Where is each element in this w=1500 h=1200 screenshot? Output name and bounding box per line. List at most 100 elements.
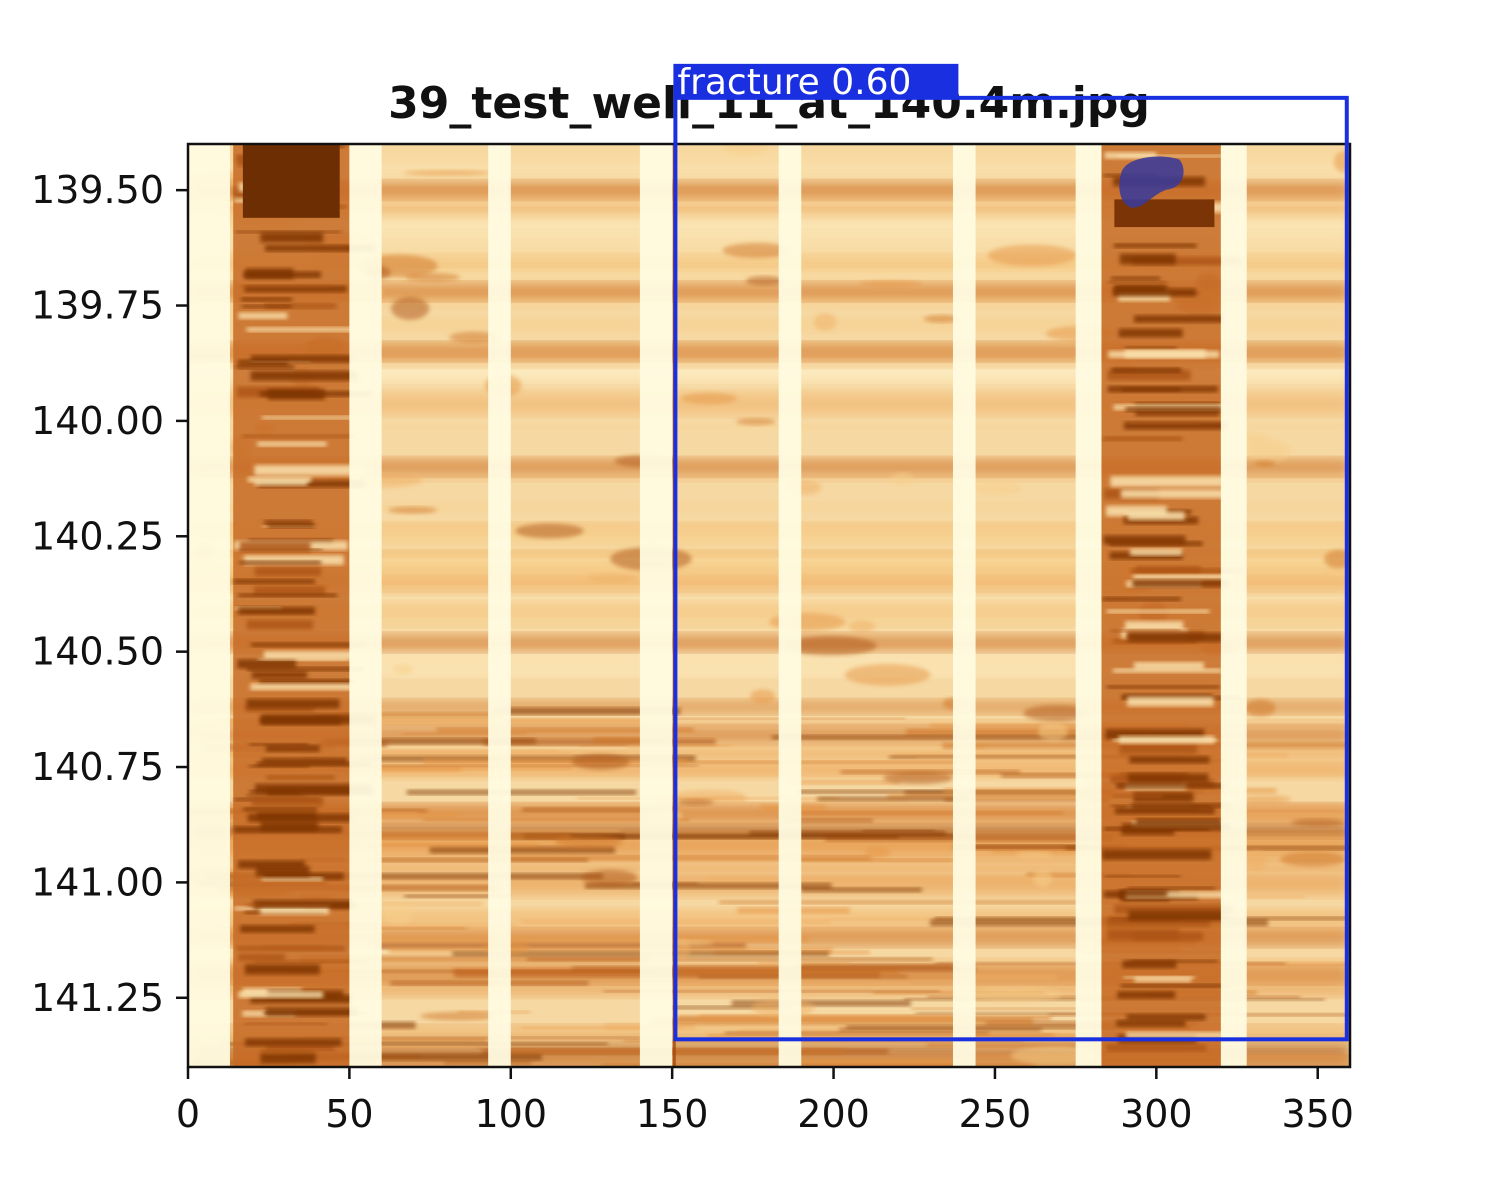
texture-blotch	[923, 314, 961, 323]
layer-stroke	[800, 887, 922, 893]
pad-stroke	[1107, 916, 1211, 927]
texture-blotch	[972, 482, 1023, 495]
layer-stroke	[490, 855, 872, 861]
pad-stroke	[239, 541, 311, 553]
pad-stroke	[1110, 629, 1181, 632]
pad-stroke	[1107, 385, 1218, 393]
pad-stroke	[238, 312, 288, 319]
pad-stroke	[260, 906, 330, 915]
layer-stroke	[784, 818, 873, 823]
texture-band	[188, 220, 1350, 227]
texture-blotch	[677, 798, 714, 806]
texture-blotch	[384, 903, 414, 924]
y-axis: 139.50 139.75 140.00 140.25 140.50 140.75 141.…	[31, 168, 188, 1020]
pad-stroke	[244, 1022, 327, 1026]
layer-stroke	[349, 1021, 416, 1029]
pad-stroke	[1101, 849, 1212, 860]
texture-band	[188, 1058, 1350, 1067]
layer-stroke	[889, 755, 1182, 759]
pad-stroke	[261, 757, 347, 764]
pad-stroke	[264, 1011, 367, 1015]
pad-stroke	[256, 761, 372, 767]
pad-stroke	[1102, 436, 1183, 442]
texture-blotch	[667, 939, 715, 946]
x-tick-label: 250	[959, 1092, 1032, 1136]
x-tick-label: 350	[1281, 1092, 1354, 1136]
pad-stroke	[242, 434, 355, 438]
pad-stroke	[260, 1053, 316, 1064]
pad-stroke	[1106, 685, 1220, 689]
x-tick-label: 300	[1120, 1092, 1193, 1136]
pad-stroke	[261, 1049, 313, 1054]
x-tick-label: 0	[176, 1092, 200, 1136]
pad-gap-stripe	[349, 144, 382, 1067]
layer-stroke	[402, 732, 527, 735]
layer-stroke	[375, 942, 747, 950]
layer-stroke	[887, 793, 1198, 800]
pad-stroke	[261, 877, 323, 881]
texture-band	[188, 362, 1350, 383]
pad-stroke	[1135, 410, 1220, 417]
pad-stroke	[1125, 621, 1184, 631]
pad-stroke	[1112, 794, 1164, 798]
pad-stroke	[243, 807, 317, 812]
pad-stroke	[239, 560, 322, 565]
texture-blotch	[681, 392, 738, 405]
pad-stroke	[1134, 315, 1224, 323]
pad-stroke	[1118, 292, 1171, 302]
texture-band	[188, 857, 1350, 870]
pad-stroke	[1104, 875, 1181, 878]
pad-stroke	[249, 743, 309, 746]
pad-stroke	[1126, 1014, 1206, 1021]
layer-stroke	[719, 900, 1129, 905]
texture-blotch	[391, 297, 430, 320]
layer-stroke	[202, 751, 574, 757]
pad-stroke	[1133, 662, 1204, 670]
texture-blotch	[987, 244, 1077, 267]
texture-blotch	[722, 242, 792, 258]
pad-stroke	[1114, 904, 1233, 914]
pad-stroke	[238, 991, 324, 999]
layer-stroke	[220, 1042, 608, 1046]
dark-band	[188, 634, 1350, 651]
texture-blotch	[419, 1011, 500, 1021]
layer-stroke	[293, 970, 658, 973]
pad-stroke	[265, 745, 320, 752]
pad-stroke	[246, 666, 364, 671]
pad-stroke	[1117, 154, 1226, 158]
texture-blotch	[813, 313, 837, 331]
pad-stroke	[259, 679, 354, 685]
pad-stroke	[247, 813, 352, 822]
pad-stroke	[250, 370, 358, 381]
texture-band	[188, 424, 1350, 430]
dark-band	[188, 343, 1350, 360]
pad-stroke	[1132, 579, 1229, 588]
pad-gap-stripe	[639, 144, 673, 1067]
dark-band	[188, 283, 1350, 300]
pad-stroke	[1118, 328, 1183, 338]
pad-stroke	[1102, 597, 1181, 602]
pad-stroke	[255, 865, 310, 877]
texture-band	[188, 604, 1350, 629]
layer-stroke	[956, 845, 1127, 849]
pad-stroke	[264, 303, 337, 309]
texture-blotch	[1245, 850, 1268, 871]
y-tick-label: 141.00	[31, 860, 164, 904]
pad-stroke	[1134, 976, 1192, 983]
pad-stroke	[246, 327, 357, 332]
pad-stroke	[257, 441, 327, 447]
pad-stroke	[1111, 367, 1182, 373]
texture-band	[188, 393, 1350, 415]
texture-blotch	[392, 664, 414, 675]
pad-stroke	[1126, 886, 1216, 890]
layer-stroke	[207, 873, 603, 880]
texture-blotch	[863, 847, 891, 858]
pad-stroke	[1125, 891, 1245, 898]
heatmap-pad-gaps	[188, 144, 1247, 1067]
pad-stroke	[1120, 489, 1228, 499]
layer-stroke	[289, 1053, 542, 1061]
pad-stroke	[246, 619, 313, 630]
pad-stroke	[1105, 505, 1167, 517]
texture-band	[188, 356, 1350, 368]
texture-blotch	[1245, 699, 1276, 717]
